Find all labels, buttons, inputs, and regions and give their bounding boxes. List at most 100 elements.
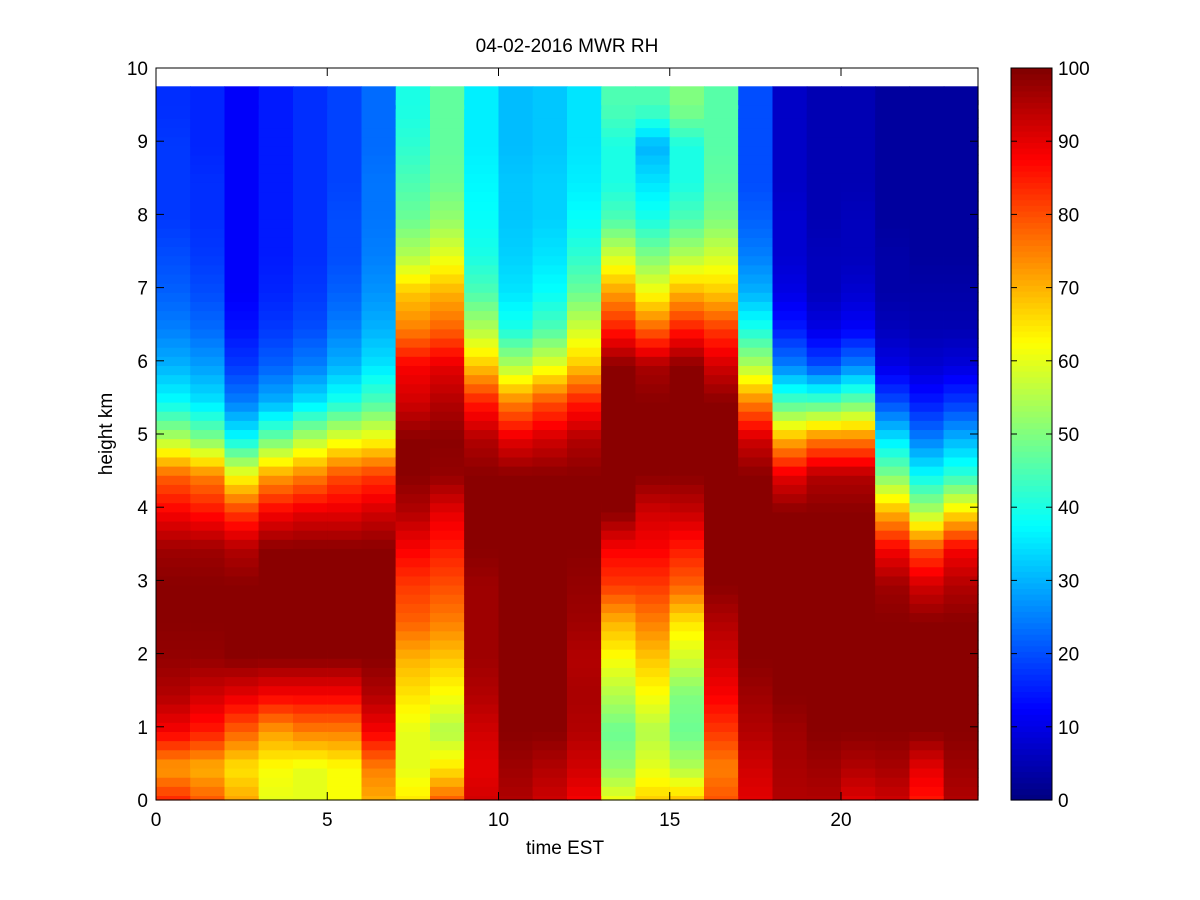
colorbar-band — [1011, 428, 1052, 435]
colorbar-band — [1011, 605, 1052, 612]
heatmap-cell — [909, 86, 945, 106]
colorbar-band — [1011, 393, 1052, 401]
colorbar-band — [1011, 142, 1052, 149]
heatmap-cell — [156, 86, 191, 106]
colorbar-tick-label: 100 — [1058, 59, 1090, 80]
colorbar-band — [1011, 85, 1052, 92]
heatmap-cell — [841, 86, 876, 106]
colorbar-band — [1011, 371, 1052, 378]
colorbar-band — [1011, 222, 1052, 229]
colorbar-band — [1011, 273, 1052, 281]
colorbar-tick-label: 80 — [1058, 205, 1079, 226]
colorbar-band — [1011, 296, 1052, 304]
x-tick-label: 20 — [830, 810, 851, 831]
colorbar-band — [1011, 348, 1052, 355]
colorbar-band — [1011, 90, 1052, 98]
colorbar-tick-label: 10 — [1058, 718, 1079, 739]
y-tick-label: 1 — [137, 718, 148, 739]
colorbar-band — [1011, 634, 1052, 641]
colorbar-band — [1011, 651, 1052, 658]
colorbar-band — [1011, 291, 1052, 298]
colorbar-band — [1011, 153, 1052, 161]
colorbar-band — [1011, 279, 1052, 286]
x-axis: 0 5 10 15 20 — [151, 68, 852, 831]
colorbar-band — [1011, 176, 1052, 183]
colorbar-band — [1011, 576, 1052, 584]
colorbar-band — [1011, 188, 1052, 195]
colorbar-band — [1011, 571, 1052, 578]
colorbar-band — [1011, 508, 1052, 515]
x-axis-label: time EST — [526, 838, 605, 859]
colorbar-band — [1011, 313, 1052, 321]
colorbar-band — [1011, 702, 1052, 710]
colorbar-band — [1011, 731, 1052, 738]
y-tick-label: 6 — [137, 352, 148, 373]
colorbar-band — [1011, 536, 1052, 544]
colorbar-band — [1011, 331, 1052, 338]
colorbar-band — [1011, 559, 1052, 567]
colorbar-tick-label: 90 — [1058, 132, 1079, 153]
x-tick-label: 10 — [488, 810, 509, 831]
colorbar-band — [1011, 285, 1052, 292]
colorbar-band — [1011, 514, 1052, 521]
colorbar-tick-label: 40 — [1058, 498, 1079, 519]
colorbar-band — [1011, 268, 1052, 275]
colorbar-band — [1011, 353, 1052, 361]
colorbar-band — [1011, 256, 1052, 264]
heatmap-cell — [361, 86, 397, 106]
colorbar-band — [1011, 411, 1052, 418]
heatmap-cell — [704, 86, 739, 106]
colorbar-band — [1011, 788, 1052, 795]
colorbar-band — [1011, 794, 1052, 801]
chart-title: 04-02-2016 MWR RH — [476, 36, 659, 57]
colorbar-band — [1011, 245, 1052, 252]
y-tick-label: 4 — [137, 498, 148, 519]
heatmap-cell — [498, 86, 534, 106]
colorbar-band — [1011, 582, 1052, 590]
colorbar-band — [1011, 662, 1052, 670]
colorbar-band — [1011, 759, 1052, 767]
colorbar-band — [1011, 422, 1052, 429]
colorbar-band — [1011, 451, 1052, 458]
colorbar-band — [1011, 68, 1052, 75]
y-tick-label: 3 — [137, 571, 148, 592]
colorbar-band — [1011, 617, 1052, 624]
heatmap-cell — [567, 86, 602, 106]
colorbar-band — [1011, 668, 1052, 675]
colorbar-band — [1011, 548, 1052, 555]
colorbar-band — [1011, 657, 1052, 664]
colorbar-band — [1011, 782, 1052, 790]
colorbar-band — [1011, 342, 1052, 349]
colorbar-tick-label: 30 — [1058, 571, 1079, 592]
heatmap-cell — [601, 86, 637, 106]
heatmap-cells — [156, 86, 979, 801]
colorbar-band — [1011, 748, 1052, 755]
colorbar-band — [1011, 165, 1052, 172]
colorbar-band — [1011, 691, 1052, 698]
colorbar-band — [1011, 125, 1052, 132]
heatmap-cell — [943, 86, 979, 106]
colorbar-band — [1011, 119, 1052, 126]
heatmap-cell — [772, 86, 808, 106]
colorbar-band — [1011, 502, 1052, 509]
colorbar-band — [1011, 405, 1052, 412]
y-tick-label: 8 — [137, 205, 148, 226]
y-tick-label: 5 — [137, 425, 148, 446]
y-axis: 0 1 2 3 4 5 6 7 8 9 10 — [127, 59, 978, 812]
colorbar-tick-label: 0 — [1058, 791, 1069, 812]
heatmap-cell — [224, 86, 260, 106]
colorbar-band — [1011, 754, 1052, 761]
x-tick-label: 15 — [659, 810, 680, 831]
y-tick-label: 7 — [137, 279, 148, 300]
colorbar-band — [1011, 708, 1052, 715]
colorbar-band — [1011, 182, 1052, 189]
colorbar-band — [1011, 239, 1052, 246]
colorbar-band — [1011, 765, 1052, 773]
colorbar-band — [1011, 531, 1052, 538]
colorbar-band — [1011, 359, 1052, 366]
colorbar-band — [1011, 148, 1052, 155]
colorbar-band — [1011, 485, 1052, 492]
y-tick-label: 10 — [127, 59, 148, 80]
y-axis-label: height km — [96, 393, 117, 475]
